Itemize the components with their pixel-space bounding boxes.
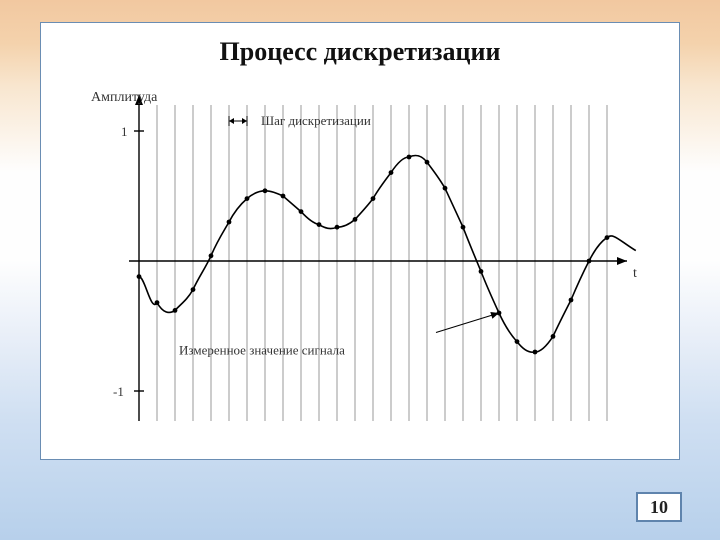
svg-text:Измеренное значение сигнала: Измеренное значение сигнала [179,343,345,358]
page-number: 10 [650,497,668,518]
slide-background: Процесс дискретизации Амплитуда Шаг дискр… [0,0,720,540]
svg-text:Шаг дискретизации: Шаг дискретизации [261,113,371,128]
svg-text:1: 1 [121,124,128,139]
slide-card: Процесс дискретизации Амплитуда Шаг дискр… [40,22,680,460]
svg-text:Амплитуда: Амплитуда [91,90,158,105]
page-number-box: 10 [636,492,682,522]
discretization-chart: Амплитуда Шаг дискретизации 1 -1 t Измеренное… [67,81,657,443]
slide-title: Процесс дискретизации [41,37,679,67]
svg-text:t: t [633,266,637,281]
svg-text:-1: -1 [113,384,124,399]
